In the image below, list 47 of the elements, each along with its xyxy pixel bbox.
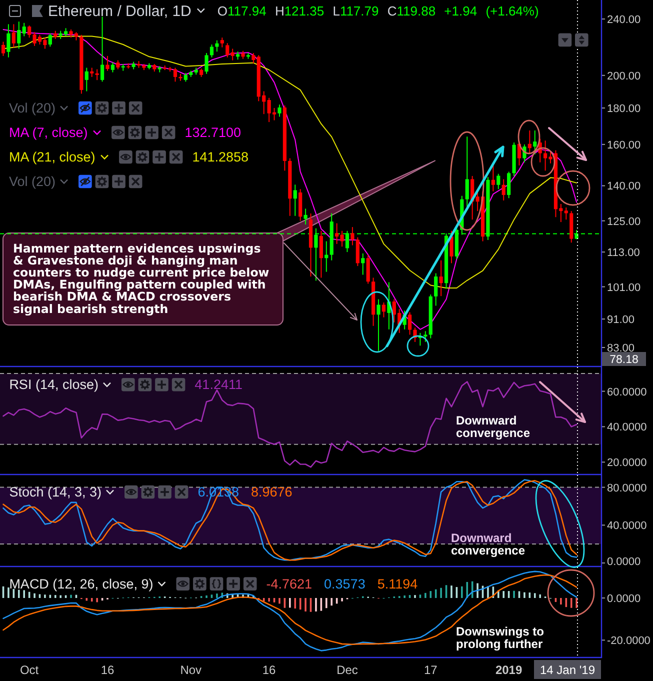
y-tick-label: 60.0000	[607, 386, 647, 398]
y-tick-label: 83.00	[607, 342, 635, 354]
annotation: 141.2858	[192, 150, 249, 165]
x-tick-label: Oct	[20, 663, 40, 677]
annotation: Vol (20)	[9, 174, 56, 190]
y-tick-label: 113.00	[607, 247, 640, 260]
y-tick-label: 0.0000	[607, 556, 641, 568]
annotation: 0.3573	[324, 576, 366, 592]
y-tick-label: -20.0000	[607, 635, 650, 648]
y-tick-label: 80.0000	[607, 482, 647, 494]
x-tick-label: Nov	[180, 663, 202, 677]
y-tick-label: 240.00	[607, 14, 641, 26]
x-tick-label: 2019	[495, 663, 522, 677]
text: O117.94 H121.35 L117.79 C119.88 +1.94 (+1.64%)	[217, 4, 539, 18]
annotation: 132.7100	[184, 125, 242, 140]
annotation: 41.2411	[194, 377, 242, 392]
annotation: Hammer pattern evidences upswings & Gravestone doji & hanging man counters to nudge current price below DMAs, Engulfing pattern coupled with bearish DMA & MACD crossovers signal bearish strength	[13, 241, 270, 316]
legend-label: MA (7, close)	[9, 125, 88, 140]
text: RSI (14, close)	[9, 377, 98, 392]
x-tick-label: 16	[100, 663, 114, 677]
annotation: Downward convergence	[456, 414, 530, 440]
x-tick-label: Dec	[336, 663, 358, 677]
y-tick-label: 160.00	[607, 139, 641, 152]
y-tick-label: 40.0000	[607, 520, 647, 532]
y-tick-label: 140.00	[607, 180, 641, 193]
y-tick-label: 20.0000	[607, 457, 647, 470]
annotation: Downswings to prolong further	[456, 624, 544, 651]
annotation: Vol (20)	[9, 100, 56, 116]
y-tick-label: 180.00	[607, 103, 641, 115]
y-tick-label: 200.00	[607, 70, 641, 82]
annotation: 5.1194	[377, 576, 418, 592]
legend-label: MA (21, close)	[9, 150, 96, 165]
x-tick-label: 16	[262, 663, 276, 677]
text: MACD (12, 26, close, 9)	[9, 576, 154, 592]
annotation: 8.9676	[250, 484, 292, 500]
y-tick-label: 40.0000	[607, 422, 647, 434]
ref-line-label: 14 Jan '19	[540, 663, 596, 677]
chart-title: Ethereum / Dollar, 1D	[48, 3, 192, 20]
annotation: Downward convergence	[451, 531, 526, 558]
y-tick-label: 125.00	[607, 216, 641, 228]
y-tick-label: 91.00	[607, 314, 635, 326]
y-tick-label: 101.00	[607, 282, 641, 294]
text: Stoch (14, 3, 3)	[9, 484, 102, 500]
y-tick-label: 0.0000	[607, 592, 641, 605]
x-tick-label: 17	[424, 663, 438, 677]
text: 78.18	[610, 354, 638, 366]
annotation: -4.7621	[266, 576, 312, 592]
